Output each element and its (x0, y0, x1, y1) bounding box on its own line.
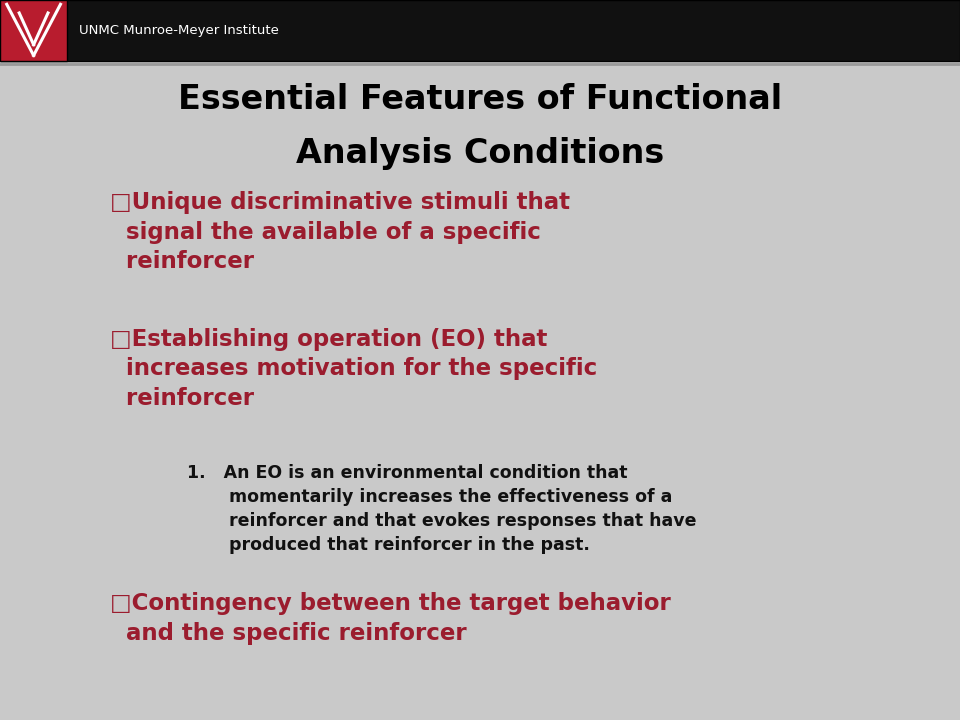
Text: □Unique discriminative stimuli that
  signal the available of a specific
  reinf: □Unique discriminative stimuli that sign… (110, 191, 570, 274)
FancyBboxPatch shape (0, 0, 67, 61)
FancyBboxPatch shape (0, 0, 960, 61)
Text: UNMC Munroe-Meyer Institute: UNMC Munroe-Meyer Institute (79, 24, 278, 37)
Text: 1.   An EO is an environmental condition that
       momentarily increases the e: 1. An EO is an environmental condition t… (187, 464, 697, 554)
Text: Essential Features of Functional: Essential Features of Functional (178, 83, 782, 116)
Text: Analysis Conditions: Analysis Conditions (296, 137, 664, 170)
Text: □Establishing operation (EO) that
  increases motivation for the specific
  rein: □Establishing operation (EO) that increa… (110, 328, 598, 410)
Text: □Contingency between the target behavior
  and the specific reinforcer: □Contingency between the target behavior… (110, 592, 671, 644)
